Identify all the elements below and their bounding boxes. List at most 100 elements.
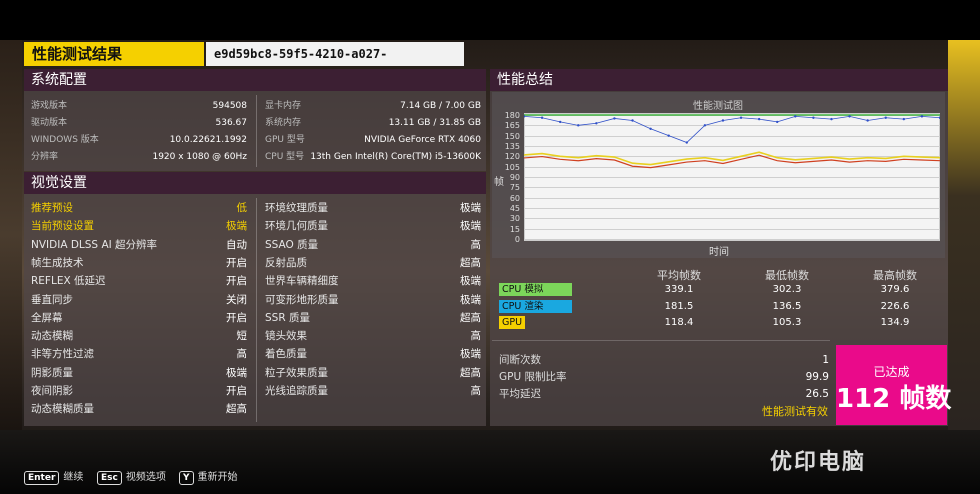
y-tick-label: 165 xyxy=(504,121,520,131)
page-title: 性能测试结果 xyxy=(24,42,204,66)
column-min-fps: 最低帧数 xyxy=(765,269,809,282)
stat-min-value: 302.3 xyxy=(772,284,802,295)
gridline xyxy=(524,197,940,199)
stat-max-value: 226.6 xyxy=(880,300,910,312)
y-tick-label: 0 xyxy=(514,235,520,244)
stat-min-value: 105.3 xyxy=(772,317,802,328)
setting-row: SSR 质量 超高 xyxy=(265,310,481,327)
setting-label: 世界车辆精细度 xyxy=(265,275,339,288)
setting-label: 可变形地形质量 xyxy=(265,293,339,306)
stat-avg-value: 118.4 xyxy=(664,317,694,328)
setting-label: GPU 型号 xyxy=(265,135,305,145)
setting-row: 环境几何质量 极端 xyxy=(265,218,481,235)
stat-max-value: 379.6 xyxy=(880,284,910,295)
footer-button-esc[interactable]: Esc 视频选项 xyxy=(97,470,166,486)
setting-label: 着色质量 xyxy=(265,348,307,361)
setting-value: 极端 xyxy=(460,293,481,306)
summary-stat-label: GPU 限制比率 xyxy=(499,371,567,383)
y-tick-label: 135 xyxy=(504,142,520,151)
setting-row: NVIDIA DLSS AI 超分辨率 自动 xyxy=(31,237,247,254)
gridline xyxy=(524,177,940,178)
setting-label: CPU 型号 xyxy=(265,152,305,162)
setting-value: 594508 xyxy=(212,101,247,111)
y-tick-label: 180 xyxy=(504,111,520,120)
system-config-header: 系统配置 xyxy=(24,69,486,91)
gridline xyxy=(524,125,940,127)
background-top xyxy=(0,0,980,40)
benchmark-valid-label: 性能测试有效 xyxy=(762,405,828,418)
background-bottom xyxy=(0,430,980,494)
setting-value: 短 xyxy=(236,330,248,343)
setting-label: 非等方性过滤 xyxy=(31,348,94,361)
key-hint: Esc xyxy=(97,471,122,485)
setting-label: 夜间阴影 xyxy=(31,385,73,397)
setting-row: 着色质量 极端 xyxy=(265,346,481,363)
setting-label: 驱动版本 xyxy=(31,118,68,128)
footer-button-enter[interactable]: Enter 继续 xyxy=(24,470,83,486)
summary-stat-value: 99.9 xyxy=(805,371,829,383)
gridline xyxy=(524,239,940,240)
setting-value: 超高 xyxy=(460,311,481,324)
setting-value: 超高 xyxy=(226,403,247,416)
stat-avg-value: 339.1 xyxy=(664,284,694,295)
setting-value: 10.0.22621.1992 xyxy=(169,135,247,145)
summary-stat-row: 间断次数 1 xyxy=(499,352,829,368)
summary-stat-row: GPU 限制比率 99.9 xyxy=(499,369,829,385)
setting-row: 当前预设设置 极端 xyxy=(31,218,247,235)
setting-label: 游戏版本 xyxy=(31,101,68,111)
footer-button-y[interactable]: Y 重新开始 xyxy=(179,470,238,486)
setting-label: REFLEX 低延迟 xyxy=(31,275,106,288)
setting-row: 可变形地形质量 极端 xyxy=(265,292,481,309)
stat-row-label: CPU 渲染 xyxy=(499,299,572,313)
setting-label: 当前预设设置 xyxy=(31,220,94,233)
setting-label: 镜头效果 xyxy=(265,330,307,343)
setting-row: CPU 型号 13th Gen Intel(R) Core(TM) i5-1360… xyxy=(265,149,481,166)
summary-stat-label: 平均延迟 xyxy=(499,388,541,400)
setting-value: 极端 xyxy=(226,220,247,233)
setting-value: 极端 xyxy=(460,275,481,288)
setting-row: 世界车辆精细度 极端 xyxy=(265,273,481,290)
performance-chart xyxy=(524,114,940,169)
divider xyxy=(256,95,257,167)
setting-label: 反射品质 xyxy=(265,256,307,269)
gridline xyxy=(524,166,940,168)
footer-button-label: 重新开始 xyxy=(197,472,238,483)
y-tick-label: 90 xyxy=(509,173,520,182)
series-line-cpu-render xyxy=(524,115,940,144)
divider xyxy=(256,198,257,422)
stat-max-value: 134.9 xyxy=(880,317,910,328)
column-avg-fps: 平均帧数 xyxy=(657,269,701,282)
setting-label: 环境几何质量 xyxy=(265,220,328,233)
setting-value: 高 xyxy=(470,330,482,343)
setting-label: 阴影质量 xyxy=(31,366,73,379)
setting-label: 全屏幕 xyxy=(31,311,63,324)
setting-label: 垂直同步 xyxy=(31,293,73,306)
setting-label: 分辨率 xyxy=(31,152,59,162)
stat-row-label: GPU xyxy=(499,316,525,329)
setting-value: 536.67 xyxy=(215,118,248,128)
setting-value: 高 xyxy=(470,385,482,397)
setting-row: 非等方性过滤 高 xyxy=(31,346,247,363)
y-tick-label: 45 xyxy=(509,204,520,213)
gridline xyxy=(524,135,940,137)
gridline xyxy=(524,187,940,189)
background-left xyxy=(0,40,22,430)
summary-stat-value: 26.5 xyxy=(805,388,829,400)
y-tick-label: 120 xyxy=(504,152,520,162)
setting-label: NVIDIA DLSS AI 超分辨率 xyxy=(31,238,158,251)
setting-row: 镜头效果 高 xyxy=(265,328,481,345)
setting-value: 极端 xyxy=(460,202,481,214)
y-tick-label: 30 xyxy=(509,214,520,224)
setting-value: 超高 xyxy=(460,256,481,269)
key-hint: Y xyxy=(179,471,194,485)
setting-label: 显卡内存 xyxy=(265,101,302,111)
setting-value: 低 xyxy=(236,202,248,214)
achieved-badge xyxy=(836,345,947,425)
gridline xyxy=(524,156,940,158)
run-id: e9d59bc8-59f5-4210-a027-2b237a26df23 xyxy=(206,42,464,85)
setting-value: 极端 xyxy=(460,220,481,233)
setting-value: 开启 xyxy=(226,256,247,269)
setting-value: 高 xyxy=(470,238,482,251)
footer-button-label: 视频选项 xyxy=(125,472,166,483)
stat-row-label: CPU 模拟 xyxy=(499,283,572,296)
